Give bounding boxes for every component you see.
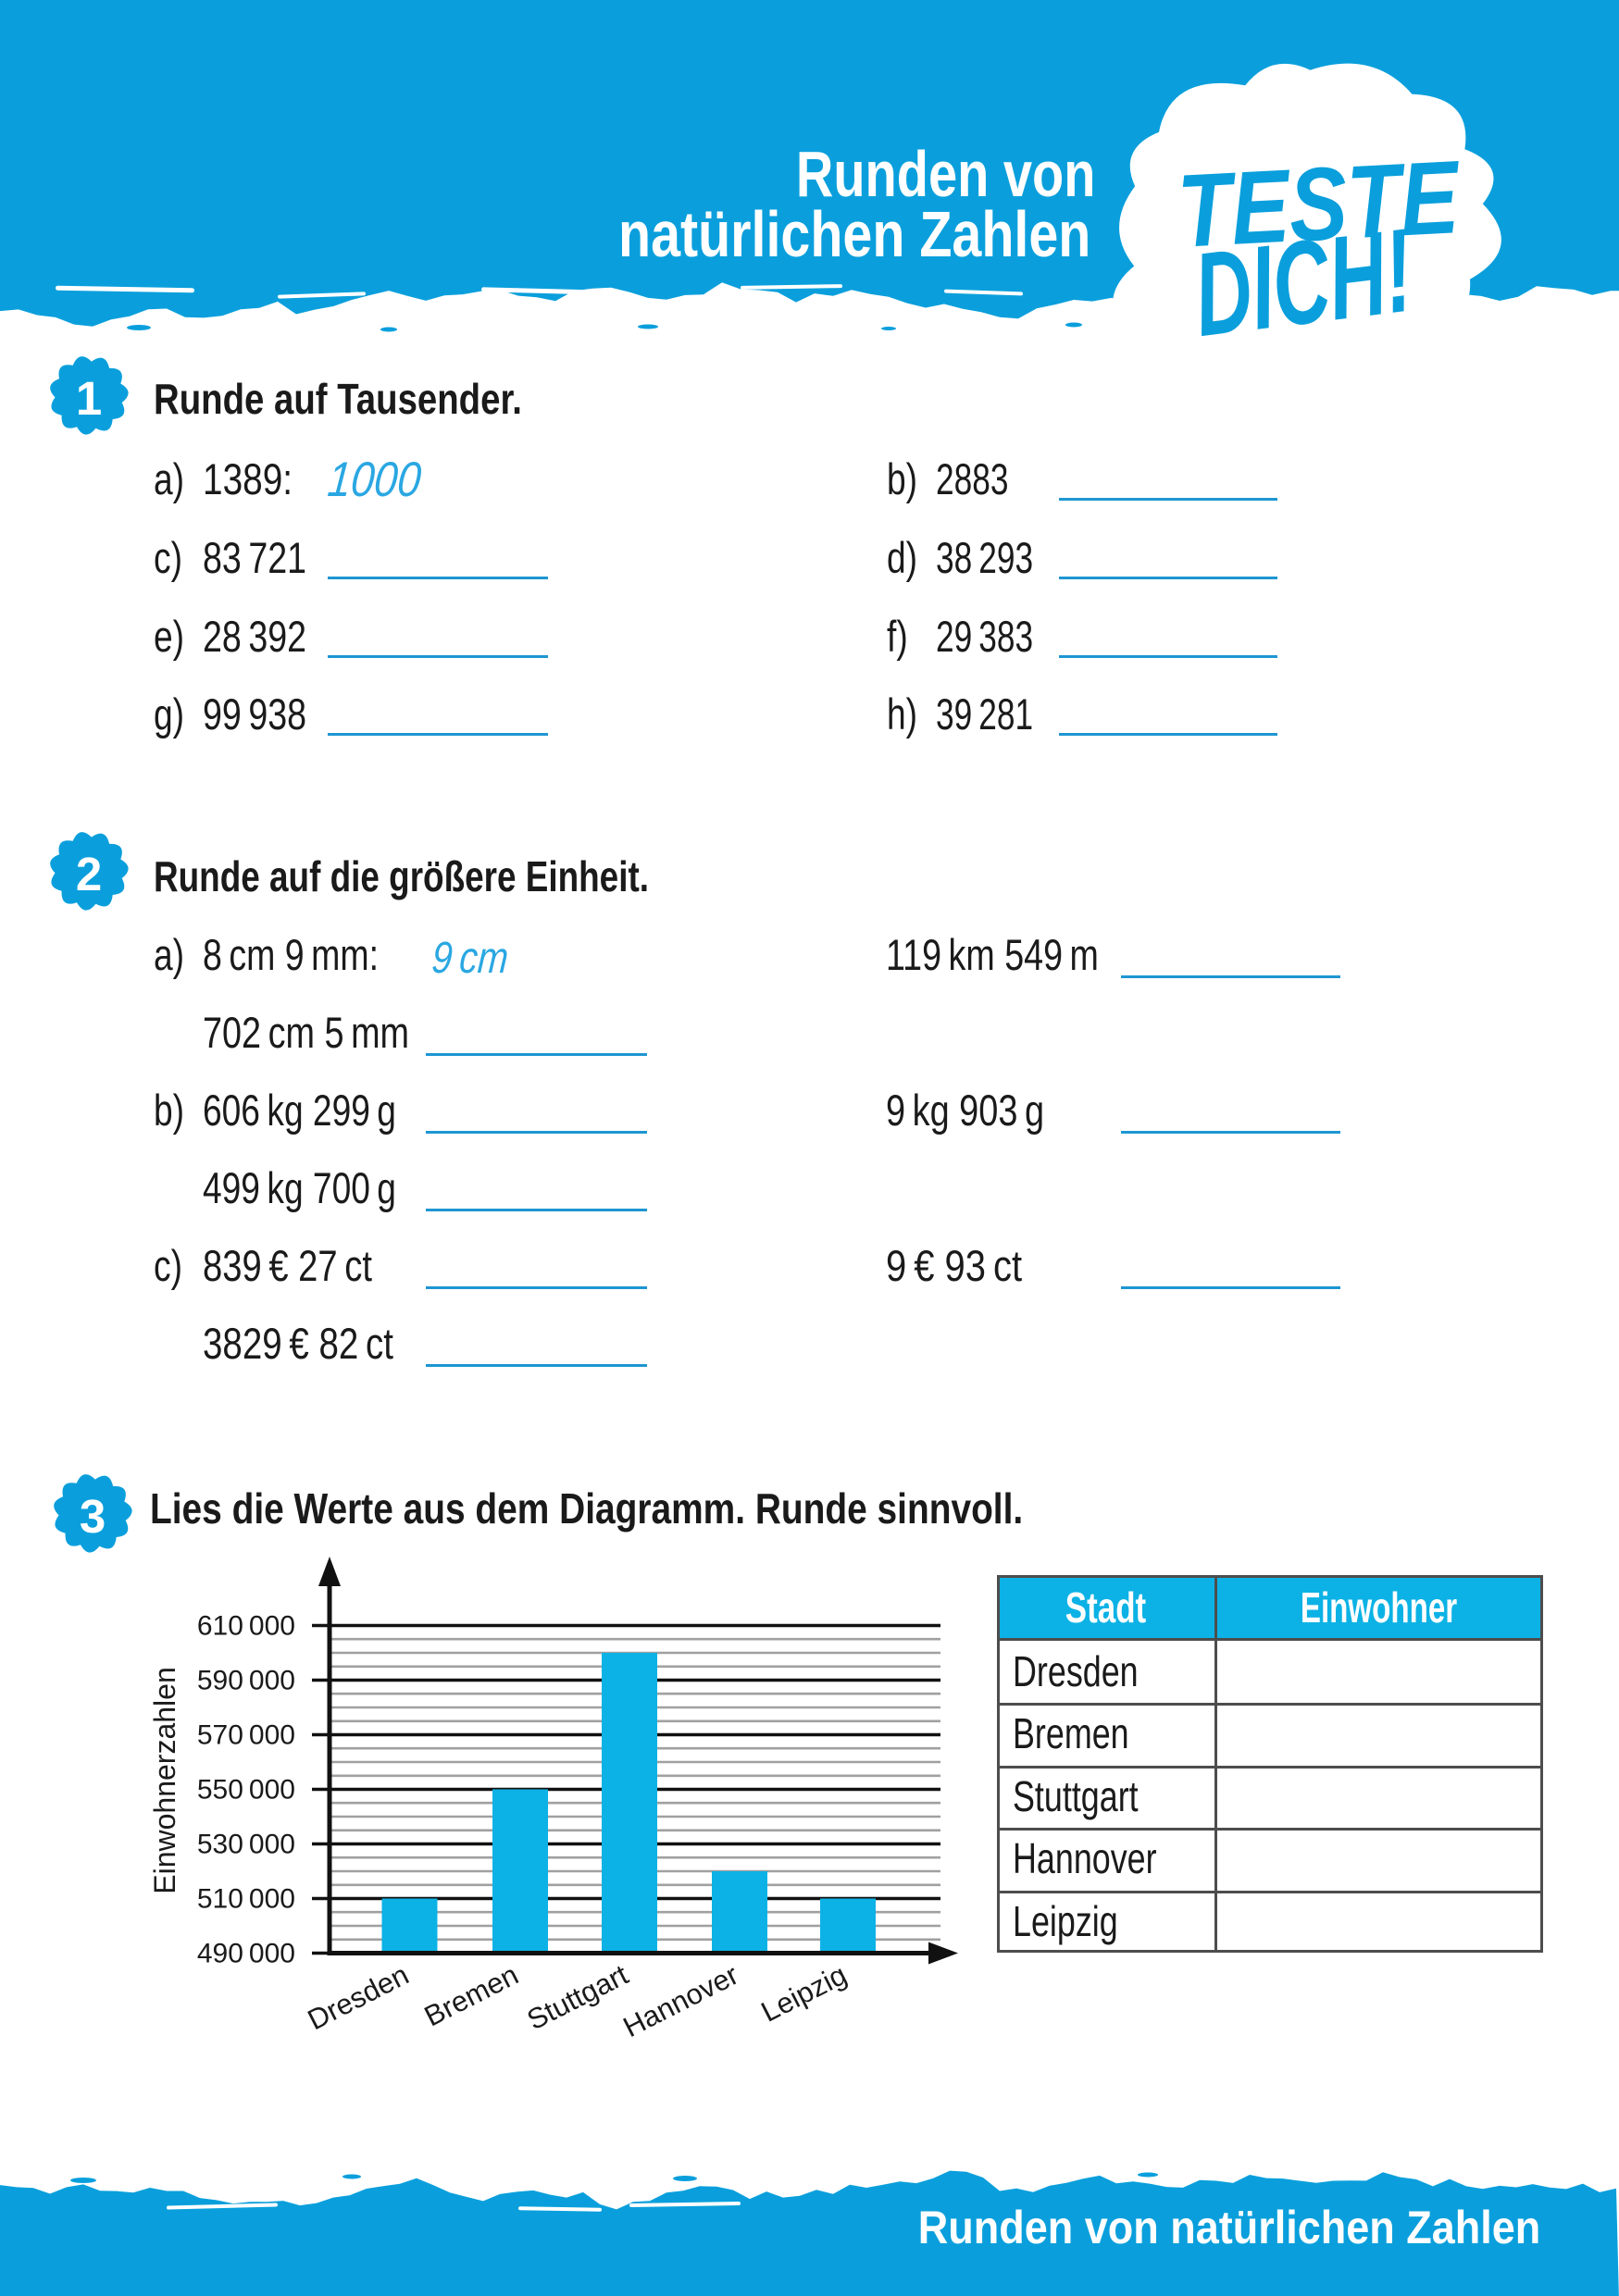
svg-text:590 000: 590 000 <box>197 1666 295 1696</box>
svg-text:570 000: 570 000 <box>197 1720 295 1751</box>
svg-text:610 000: 610 000 <box>197 1611 295 1642</box>
svg-text:530 000: 530 000 <box>197 1830 295 1860</box>
svg-text:550 000: 550 000 <box>197 1775 295 1806</box>
svg-text:Einwohnerzahlen: Einwohnerzahlen <box>148 1667 181 1894</box>
svg-text:510 000: 510 000 <box>197 1884 295 1915</box>
svg-text:TESTE: TESTE <box>1175 138 1463 268</box>
svg-text:DICH!: DICH! <box>1187 204 1418 361</box>
svg-text:490 000: 490 000 <box>197 1939 295 1969</box>
